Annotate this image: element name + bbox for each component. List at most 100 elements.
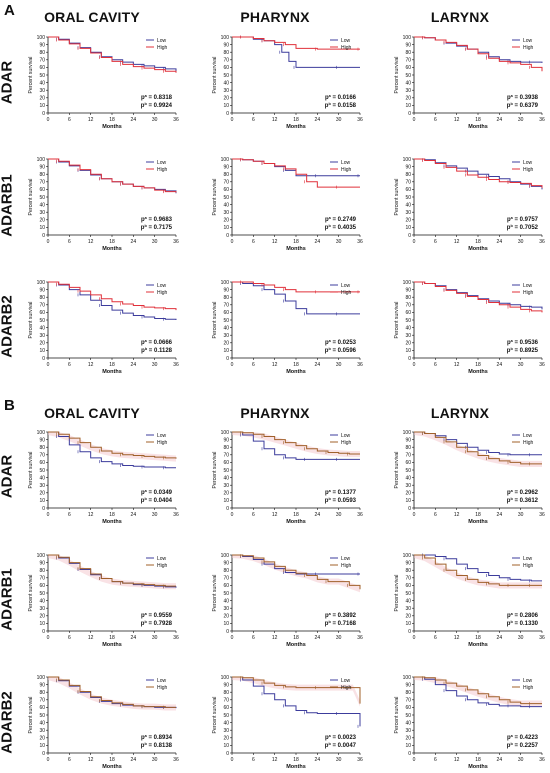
y-tick-label-a-oral-cavity-adarb2-40: 40 — [39, 325, 45, 331]
y-tick-label-b-oral-cavity-adar-40: 40 — [39, 475, 45, 481]
x-axis-label-b-oral-cavity-adarb1: Months — [102, 642, 122, 648]
y-tick-label-b-larynx-adarb1-60: 60 — [405, 583, 411, 589]
y-tick-label-a-larynx-adarb1-0: 0 — [408, 233, 411, 239]
p-value-b-a-oral-cavity-adarb1: pb = 0.7175 — [141, 224, 173, 231]
y-tick-label-b-larynx-adarb1-10: 10 — [405, 621, 411, 627]
x-tick-label-a-oral-cavity-adarb1-24: 24 — [131, 239, 137, 245]
y-tick-label-a-pharynx-adarb2-60: 60 — [223, 310, 229, 316]
y-tick-label-b-oral-cavity-adarb2-20: 20 — [39, 736, 45, 742]
y-tick-label-a-oral-cavity-adarb1-50: 50 — [39, 195, 45, 201]
y-tick-label-a-pharynx-adarb2-100: 100 — [221, 280, 230, 286]
x-tick-label-a-larynx-adarb1-12: 12 — [454, 239, 460, 245]
y-tick-label-b-oral-cavity-adarb2-60: 60 — [39, 705, 45, 711]
series-line-b-larynx-adarb2-low — [414, 676, 542, 708]
legend-label-b-pharynx-adar-high: High — [341, 440, 352, 446]
x-tick-label-b-pharynx-adarb2-6: 6 — [252, 757, 255, 763]
x-axis-label-a-pharynx-adarb1: Months — [286, 246, 306, 252]
y-tick-label-a-pharynx-adarb2-10: 10 — [223, 348, 229, 354]
y-tick-label-a-pharynx-adar-50: 50 — [223, 73, 229, 79]
y-axis-label-b-pharynx-adarb2: Percent survival — [212, 697, 218, 734]
x-tick-label-a-pharynx-adar-6: 6 — [252, 117, 255, 123]
y-tick-label-b-pharynx-adar-100: 100 — [221, 430, 230, 436]
x-axis-label-a-oral-cavity-adar: Months — [102, 124, 122, 130]
y-tick-label-a-pharynx-adarb1-0: 0 — [226, 233, 229, 239]
y-axis-label-a-oral-cavity-adar: Percent survival — [28, 57, 34, 94]
y-tick-label-b-larynx-adarb2-0: 0 — [408, 751, 411, 757]
p-value-b-a-larynx-adarb2: pb = 0.8925 — [507, 347, 539, 354]
y-tick-label-a-oral-cavity-adarb1-60: 60 — [39, 187, 45, 193]
y-tick-label-b-larynx-adarb1-100: 100 — [403, 553, 412, 559]
row-title-adarb2-a: ADARB2 — [0, 295, 16, 358]
p-value-b-b-larynx-adarb1: pb = 0.1330 — [507, 620, 539, 627]
y-tick-label-a-oral-cavity-adarb2-60: 60 — [39, 310, 45, 316]
col-title-larynx-b: LARYNX — [430, 405, 490, 421]
x-tick-label-a-pharynx-adar-36: 36 — [357, 117, 363, 123]
p-value-b-b-oral-cavity-adar: pb = 0.0404 — [141, 497, 173, 504]
series-line-a-oral-cavity-adarb1-high — [48, 158, 177, 193]
series-line-a-pharynx-adarb1-high — [232, 158, 360, 188]
x-tick-label-a-pharynx-adarb2-0: 0 — [231, 362, 234, 368]
series-line-b-pharynx-adar-high — [232, 431, 360, 455]
y-tick-label-b-oral-cavity-adarb1-40: 40 — [39, 598, 45, 604]
y-axis-label-a-pharynx-adarb1: Percent survival — [212, 179, 218, 216]
y-tick-label-a-oral-cavity-adar-100: 100 — [37, 35, 46, 41]
y-tick-label-b-oral-cavity-adar-50: 50 — [39, 468, 45, 474]
legend-label-b-pharynx-adarb1-high: High — [341, 563, 352, 569]
y-tick-label-b-oral-cavity-adarb1-50: 50 — [39, 591, 45, 597]
x-tick-label-b-larynx-adarb2-0: 0 — [413, 757, 416, 763]
y-tick-label-b-pharynx-adarb2-30: 30 — [223, 728, 229, 734]
y-tick-label-a-larynx-adar-60: 60 — [405, 65, 411, 71]
y-axis-label-a-oral-cavity-adarb2: Percent survival — [28, 302, 34, 339]
x-tick-label-b-larynx-adar-12: 12 — [454, 512, 460, 518]
y-tick-label-a-oral-cavity-adar-90: 90 — [39, 42, 45, 48]
y-tick-label-a-larynx-adar-20: 20 — [405, 96, 411, 102]
y-tick-label-b-oral-cavity-adarb2-100: 100 — [37, 675, 46, 681]
x-tick-label-a-larynx-adarb1-18: 18 — [475, 239, 481, 245]
y-tick-label-b-oral-cavity-adarb1-100: 100 — [37, 553, 46, 559]
row-title-adarb2-b: ADARB2 — [0, 691, 16, 754]
p-value-a-b-larynx-adarb2: pa = 0.4223 — [507, 734, 539, 741]
y-tick-label-b-larynx-adar-100: 100 — [403, 430, 412, 436]
y-tick-label-b-oral-cavity-adarb1-80: 80 — [39, 568, 45, 574]
series-line-a-larynx-adarb2-high — [414, 281, 543, 313]
series-line-b-oral-cavity-adarb2-high — [48, 676, 176, 708]
col-title-oral-cavity-a: ORAL CAVITY — [44, 9, 140, 25]
y-tick-label-b-larynx-adarb1-70: 70 — [405, 576, 411, 582]
y-tick-label-b-pharynx-adarb1-20: 20 — [223, 614, 229, 620]
x-tick-label-a-larynx-adarb2-36: 36 — [539, 362, 545, 368]
y-tick-label-a-larynx-adar-10: 10 — [405, 103, 411, 109]
y-tick-label-a-pharynx-adar-30: 30 — [223, 88, 229, 94]
series-line-a-pharynx-adarb2-high — [232, 281, 360, 293]
y-tick-label-a-larynx-adar-50: 50 — [405, 73, 411, 79]
series-line-a-larynx-adarb1-high — [414, 158, 543, 188]
p-value-b-b-larynx-adar: pb = 0.3612 — [507, 497, 539, 504]
x-tick-label-a-oral-cavity-adarb2-12: 12 — [88, 362, 94, 368]
y-tick-label-a-oral-cavity-adarb2-70: 70 — [39, 303, 45, 309]
x-tick-label-b-larynx-adarb1-12: 12 — [454, 635, 460, 641]
panel-letter-b: B — [4, 397, 15, 414]
series-line-b-oral-cavity-adar-low — [48, 431, 176, 469]
x-tick-label-a-larynx-adarb2-0: 0 — [413, 362, 416, 368]
x-tick-label-b-pharynx-adar-0: 0 — [231, 512, 234, 518]
row-title-adar-b: ADAR — [0, 454, 16, 499]
y-tick-label-b-pharynx-adarb2-90: 90 — [223, 682, 229, 688]
y-tick-label-a-pharynx-adar-60: 60 — [223, 65, 229, 71]
x-tick-label-a-oral-cavity-adar-30: 30 — [152, 117, 158, 123]
p-value-a-a-larynx-adar: pa = 0.3938 — [507, 94, 539, 101]
x-tick-label-b-pharynx-adar-18: 18 — [293, 512, 299, 518]
legend-label-b-oral-cavity-adar-low: Low — [157, 433, 167, 439]
col-title-pharynx-a: PHARYNX — [240, 9, 310, 25]
x-axis-label-a-larynx-adarb2: Months — [468, 369, 488, 375]
p-value-a-b-oral-cavity-adarb1: pa = 0.9559 — [141, 612, 173, 619]
legend-label-b-larynx-adar-low: Low — [523, 433, 533, 439]
legend-label-a-larynx-adarb2-low: Low — [523, 283, 533, 289]
y-tick-label-a-larynx-adarb2-20: 20 — [405, 341, 411, 347]
legend-label-b-pharynx-adarb1-low: Low — [341, 556, 351, 562]
x-tick-label-a-pharynx-adar-18: 18 — [293, 117, 299, 123]
x-tick-label-b-larynx-adarb2-12: 12 — [454, 757, 460, 763]
